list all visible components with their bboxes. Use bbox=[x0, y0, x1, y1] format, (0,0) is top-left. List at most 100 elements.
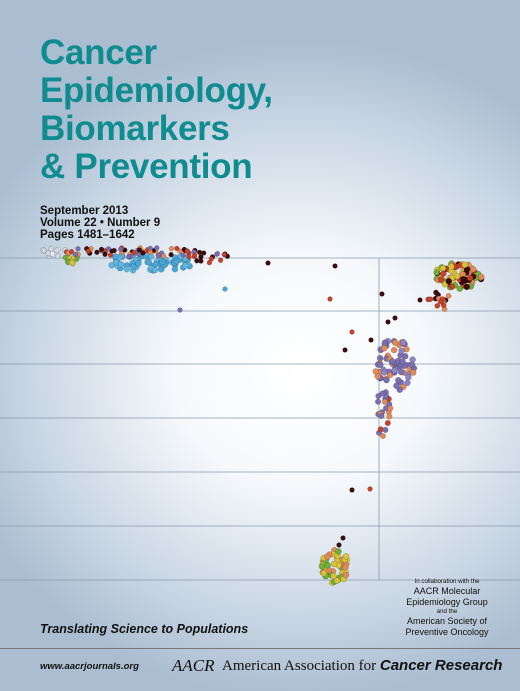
scatter-dot bbox=[434, 302, 441, 309]
scatter-dot bbox=[395, 377, 402, 384]
scatter-dot bbox=[117, 246, 124, 252]
scatter-dot bbox=[437, 276, 445, 283]
scatter-dot bbox=[222, 286, 228, 292]
scatter-dot bbox=[372, 368, 379, 375]
scatter-dot bbox=[448, 283, 456, 290]
scatter-dot bbox=[130, 263, 137, 270]
scatter-dot bbox=[349, 329, 355, 335]
journal-title-line-2: Epidemiology, bbox=[40, 71, 273, 110]
scatter-dot bbox=[399, 358, 406, 365]
scatter-dot bbox=[386, 413, 393, 420]
scatter-dot bbox=[368, 337, 374, 343]
scatter-dot bbox=[320, 570, 328, 577]
scatter-dot bbox=[387, 405, 394, 412]
scatter-dot bbox=[379, 433, 386, 440]
scatter-dot bbox=[335, 548, 342, 555]
scatter-dot bbox=[131, 250, 137, 256]
aacr-logo-text: AACR bbox=[171, 656, 215, 675]
scatter-dot bbox=[192, 252, 198, 258]
scatter-dot bbox=[140, 250, 146, 256]
scatter-dot bbox=[330, 572, 337, 580]
scatter-dot bbox=[45, 250, 52, 256]
scatter-dot bbox=[445, 278, 452, 285]
scatter-dot bbox=[333, 577, 341, 584]
scatter-dot bbox=[85, 248, 91, 254]
scatter-dot bbox=[151, 266, 159, 274]
scatter-dot bbox=[221, 252, 227, 258]
scatter-dot bbox=[148, 249, 154, 256]
scatter-dot bbox=[177, 307, 183, 313]
scatter-dot bbox=[111, 248, 117, 254]
tagline: Translating Science to Populations bbox=[40, 622, 249, 636]
scatter-dot bbox=[396, 386, 403, 393]
scatter-dot bbox=[342, 571, 350, 579]
scatter-dot bbox=[342, 553, 350, 560]
scatter-dot bbox=[180, 252, 186, 258]
scatter-dot bbox=[381, 345, 388, 352]
scatter-dot bbox=[349, 487, 355, 493]
scatter-dot bbox=[201, 250, 207, 256]
scatter-dots bbox=[40, 245, 485, 586]
scatter-dot bbox=[168, 246, 175, 252]
issue-date: September 2013 bbox=[40, 205, 129, 217]
scatter-dot bbox=[375, 393, 382, 400]
page-range: Pages 1481–1642 bbox=[40, 229, 135, 241]
scatter-dot bbox=[367, 486, 373, 492]
scatter-dot bbox=[405, 374, 412, 381]
collaboration-joiner: and the bbox=[436, 608, 458, 615]
scatter-dot bbox=[390, 346, 398, 354]
scatter-dot bbox=[379, 390, 386, 397]
scatter-dot bbox=[198, 258, 204, 264]
scatter-dot bbox=[433, 289, 439, 296]
aacr-logo-icon: AACR bbox=[171, 656, 215, 675]
footer-divider bbox=[0, 648, 520, 649]
journal-url-link[interactable]: www.aacrjournals.org bbox=[40, 661, 139, 672]
scatter-dot bbox=[398, 368, 405, 376]
scatter-dot bbox=[324, 553, 331, 560]
scatter-dot bbox=[393, 382, 400, 389]
scatter-dot bbox=[184, 248, 190, 254]
scatter-dot bbox=[460, 276, 467, 283]
scatter-dot bbox=[108, 262, 115, 269]
scatter-dot bbox=[392, 339, 399, 346]
scatter-dot bbox=[318, 563, 326, 570]
scatter-dot bbox=[332, 263, 338, 269]
collaborator-2-line-1: American Society of bbox=[406, 616, 488, 626]
scatter-dot bbox=[378, 413, 385, 420]
scatter-dot bbox=[112, 253, 119, 260]
scatter-dot bbox=[381, 369, 388, 376]
scatter-dot bbox=[181, 262, 189, 269]
scatter-dot bbox=[154, 245, 160, 251]
scatter-dot bbox=[145, 259, 153, 266]
scatter-dot bbox=[461, 261, 469, 268]
scatter-dot bbox=[327, 296, 333, 302]
scatter-dot bbox=[340, 535, 346, 541]
collaboration-intro: In collaboration with the bbox=[414, 578, 480, 585]
scatter-dot bbox=[69, 259, 75, 266]
publisher-name-bold: Cancer Research bbox=[379, 657, 503, 674]
scatter-dot bbox=[478, 273, 485, 281]
scatter-dot bbox=[173, 258, 180, 265]
scatter-dot bbox=[384, 420, 391, 427]
scatter-dot bbox=[375, 398, 382, 405]
scatter-dot bbox=[417, 297, 423, 303]
scatter-dot bbox=[336, 542, 342, 548]
scatter-dot bbox=[160, 253, 167, 259]
scatter-dot bbox=[107, 252, 114, 258]
horizontal-rules bbox=[0, 257, 520, 581]
scatter-dot bbox=[330, 560, 338, 568]
scatter-dot bbox=[400, 339, 407, 346]
scatter-dot bbox=[448, 263, 455, 270]
scatter-dot bbox=[94, 249, 100, 255]
scatter-dot bbox=[53, 247, 60, 254]
scatter-dot bbox=[218, 257, 224, 263]
scatter-dot bbox=[265, 260, 271, 266]
journal-title-line-4: & Prevention bbox=[40, 147, 253, 186]
volume-number: Volume 22 • Number 9 bbox=[40, 217, 161, 229]
scatter-dot bbox=[466, 274, 474, 282]
collaborator-2-line-2: Preventive Oncology bbox=[405, 627, 489, 637]
scatter-dot bbox=[214, 251, 221, 257]
scatter-dot bbox=[155, 253, 162, 259]
publisher-name: American Association for Cancer Research bbox=[222, 657, 502, 675]
